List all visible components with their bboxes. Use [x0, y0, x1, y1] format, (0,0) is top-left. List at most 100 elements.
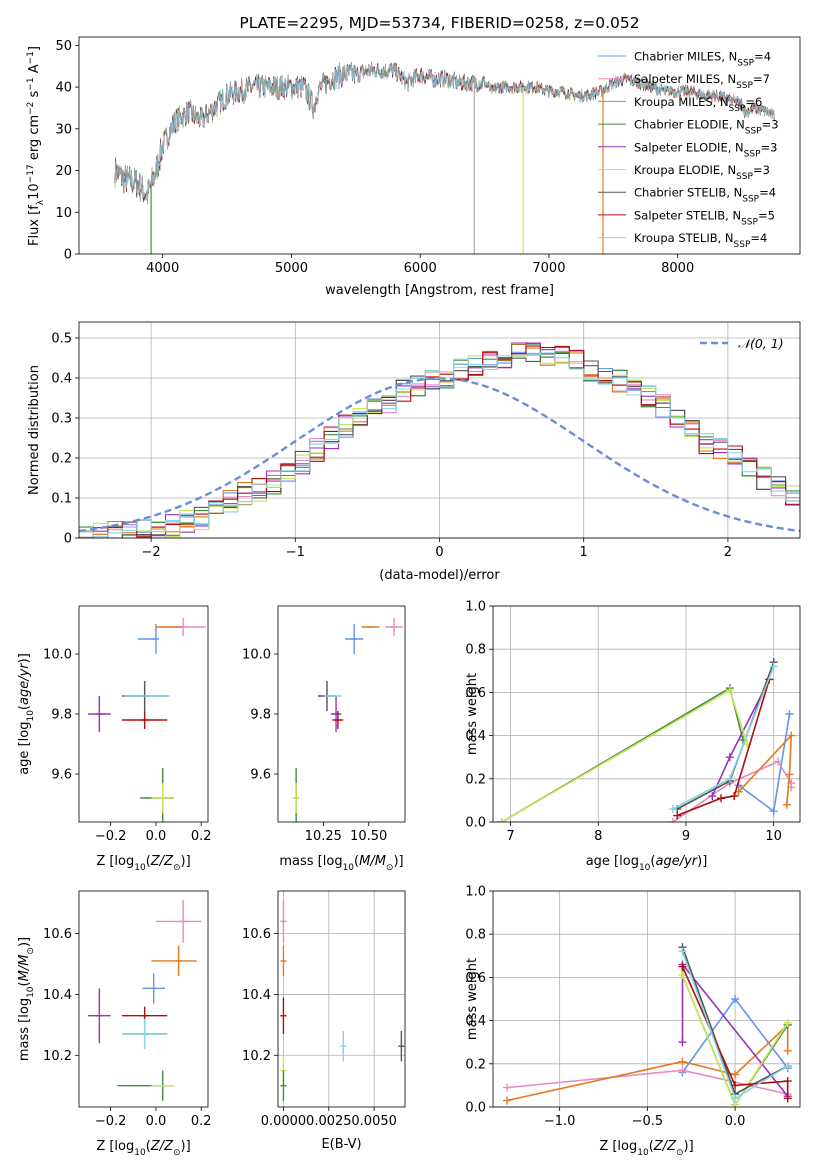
point-marker	[668, 818, 677, 822]
x-tick-label: 10.50	[350, 829, 387, 844]
mass-vs-Z-plot	[88, 900, 202, 1101]
y-tick-label: 0.2	[465, 1057, 486, 1072]
point-marker	[783, 1046, 792, 1055]
x-tick-label: 0.0025	[306, 1114, 352, 1129]
point-marker	[717, 794, 726, 803]
axes-frame	[78, 36, 801, 255]
point-marker	[731, 1081, 740, 1090]
y-axis-label: age [log10(age/yr)]	[17, 653, 36, 775]
y-tick-label: 9.6	[51, 768, 72, 783]
mass-weight-vs-age-plot	[497, 658, 796, 822]
y-tick-label: 0.8	[465, 643, 486, 658]
data-point	[88, 988, 111, 1044]
x-axis-label: (data-model)/error	[379, 568, 500, 583]
y-tick-label: 0.4	[51, 372, 72, 387]
y-tick-label: 9.8	[250, 708, 271, 723]
data-point	[151, 945, 197, 977]
y-tick-label: 10.0	[43, 648, 72, 663]
mass-vs-Z-panel: −0.2 0.0 0.2 10.2 10.4 10.6 Z [log10(Z/Z⊙)] mas…	[17, 890, 212, 1158]
point-marker	[725, 774, 734, 783]
x-tick-label: −1	[286, 545, 305, 560]
y-tick-label: 0.8	[465, 928, 486, 943]
normal-curve	[79, 377, 800, 533]
y-tick-label: 1.0	[465, 885, 486, 900]
point-marker	[783, 1018, 792, 1027]
x-tick-label: 0	[435, 545, 443, 560]
series-line	[738, 713, 791, 813]
spectrum-plot	[114, 61, 775, 254]
axes-frame	[277, 890, 406, 1108]
data-point	[293, 783, 300, 813]
point-marker	[497, 818, 506, 822]
point-marker	[783, 1077, 792, 1086]
y-tick-label: 10.0	[242, 648, 271, 663]
y-tick-label: 0.1	[51, 492, 72, 507]
point-marker	[785, 710, 794, 718]
x-tick-label: 0.0050	[351, 1114, 397, 1129]
x-tick-label: 8000	[661, 261, 694, 276]
legend-label: Chabrier STELIB, NSSP=4	[634, 186, 776, 205]
y-tick-label: 10.4	[43, 988, 72, 1003]
data-point	[88, 696, 111, 732]
x-tick-label: 4000	[146, 261, 179, 276]
y-axis-label: mass [log10(M/M⊙)]	[17, 937, 36, 1061]
y-tick-label: 0.6	[465, 686, 486, 701]
point-marker	[783, 1061, 792, 1070]
y-axis-label: Flux [fλ10−17 erg cm−2 s−1 A−1]	[26, 46, 46, 246]
point-marker	[708, 792, 717, 801]
x-tick-label: 5000	[275, 261, 308, 276]
y-tick-label: 10.6	[43, 927, 72, 942]
point-marker	[678, 1066, 687, 1075]
y-tick-label: 9.6	[250, 768, 271, 783]
data-point	[280, 900, 287, 943]
point-marker	[725, 753, 734, 762]
x-axis-label: age [log10(age/yr)]	[586, 854, 708, 873]
legend-label: Salpeter ELODIE, NSSP=3	[634, 140, 777, 159]
x-tick-label: 0.2	[191, 1114, 212, 1129]
y-tick-label: 0.0	[465, 1101, 486, 1116]
histogram-step	[79, 342, 800, 538]
y-tick-label: 0.5	[51, 332, 72, 347]
data-point	[280, 1070, 287, 1101]
axes-frame	[78, 605, 209, 823]
y-tick-label: 0	[64, 532, 72, 547]
data-point	[155, 900, 202, 943]
point-marker	[731, 995, 740, 1003]
histogram-step	[79, 352, 800, 538]
x-axis-label: Z [log10(Z/Z⊙)]	[96, 1139, 190, 1158]
y-tick-label: 0.4	[465, 1014, 486, 1029]
legend-label: Kroupa ELODIE, NSSP=3	[634, 163, 770, 182]
mass-vs-EBV-plot	[280, 900, 405, 1101]
mass-vs-EBV-panel: 0.0000 0.0025 0.0050 10.2 10.4 10.6 E(B-V)	[242, 890, 406, 1152]
data-point	[280, 997, 287, 1034]
data-point	[330, 696, 342, 732]
model-spectrum-line	[114, 62, 775, 205]
x-tick-label: 10.25	[305, 829, 342, 844]
x-tick-label: 8	[594, 829, 602, 844]
x-tick-label: −0.5	[632, 1114, 664, 1129]
y-tick-label: 0.2	[51, 452, 72, 467]
axes-frame	[492, 890, 801, 1108]
x-tick-label: 0.2	[191, 829, 212, 844]
axes-frame	[78, 321, 801, 539]
y-tick-label: 10.6	[242, 927, 271, 942]
residuals-panel: −2 −1 0 1 2 0 0.1 0.2 0.3 0.4 0.5 (data-model)/erro…	[27, 321, 801, 583]
y-tick-label: 20	[55, 164, 72, 179]
axes-frame	[492, 605, 801, 823]
point-marker	[725, 686, 734, 695]
legend-label: 𝒩(0, 1)	[738, 336, 784, 351]
axes-frame	[78, 890, 209, 1108]
chart-title: PLATE=2295, MJD=53734, FIBERID=0258, z=0…	[239, 14, 639, 32]
x-axis-label: Z [log10(Z/Z⊙)]	[599, 1139, 693, 1158]
x-tick-label: 2	[724, 545, 732, 560]
legend-label: Kroupa STELIB, NSSP=4	[634, 231, 767, 250]
legend-label: Salpeter MILES, NSSP=7	[634, 72, 770, 91]
point-marker	[785, 770, 794, 779]
histogram-step	[79, 352, 800, 538]
series-line	[738, 733, 793, 805]
y-axis-label: mass weight	[465, 958, 480, 1040]
x-tick-label: 10	[765, 829, 782, 844]
data-point	[137, 624, 159, 654]
data-point	[345, 624, 364, 654]
x-tick-label: 1	[580, 545, 588, 560]
